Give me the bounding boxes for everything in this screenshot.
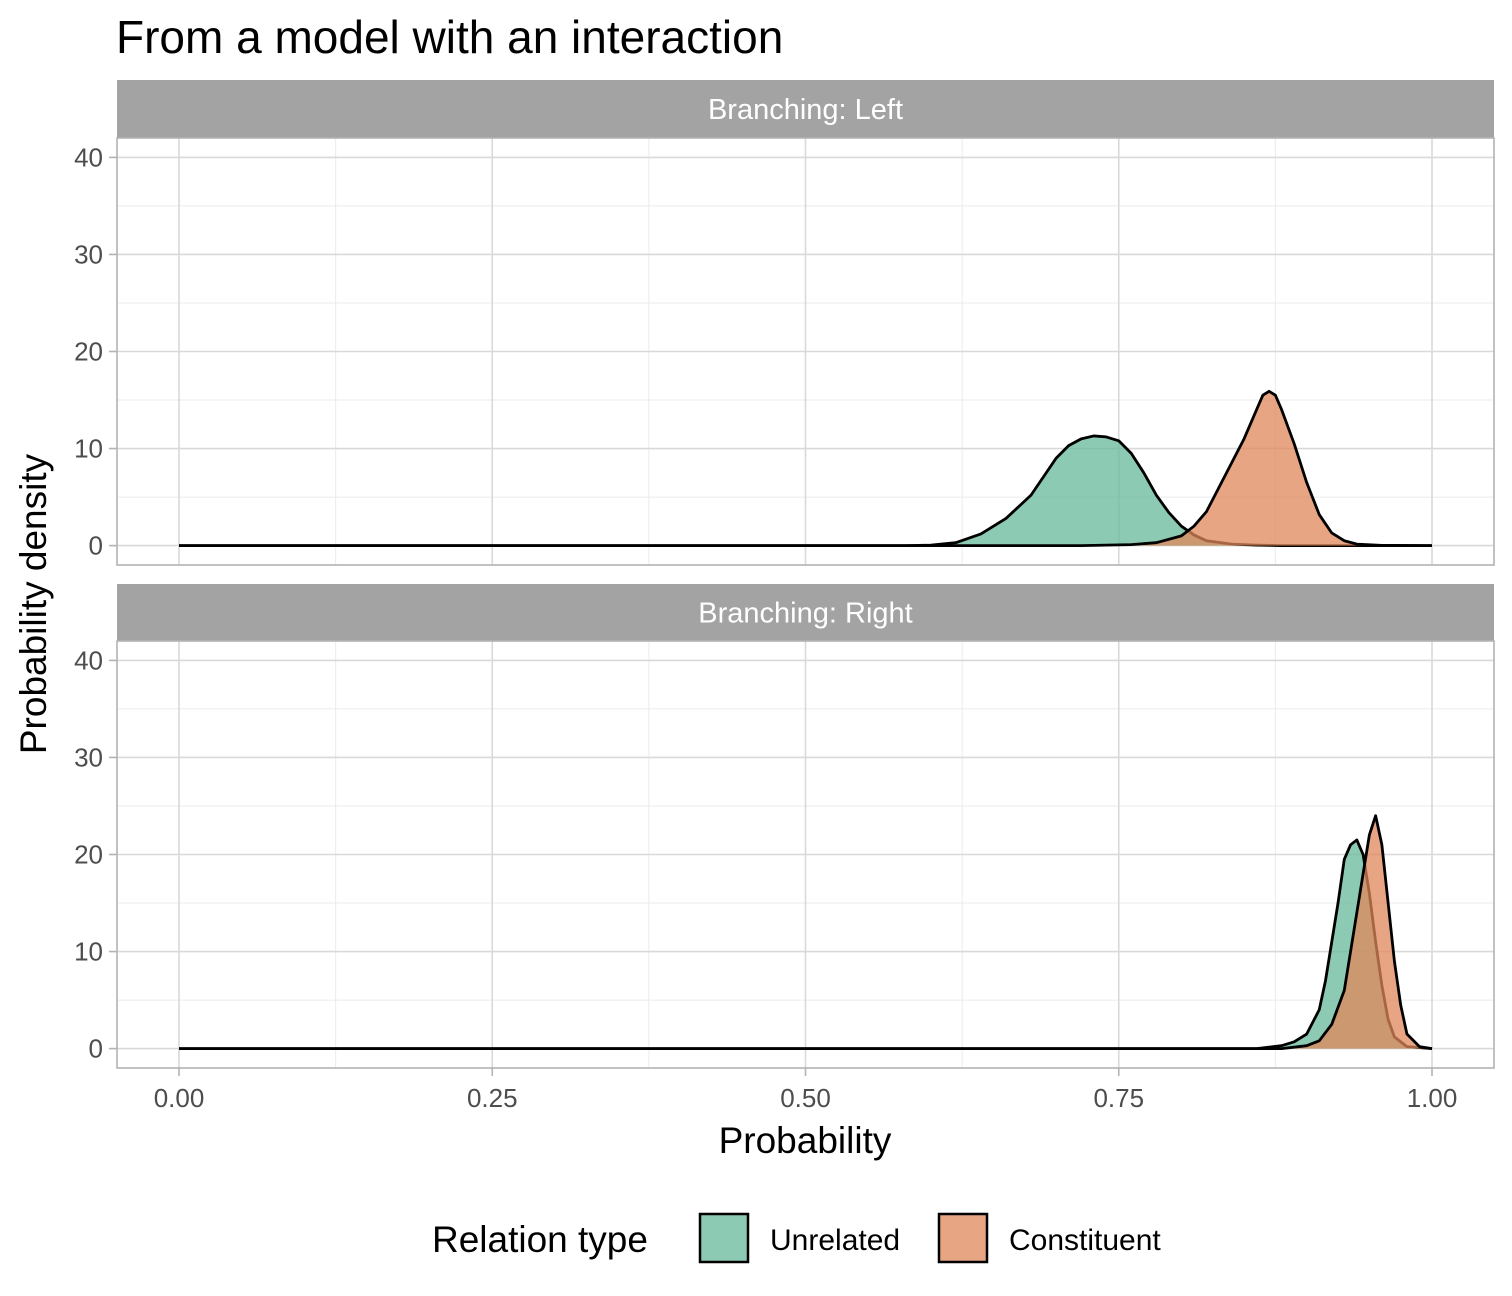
x-tick-label: 0.00 (154, 1083, 205, 1113)
panel-branching-right: Branching: Right 0 10 20 30 40 (74, 584, 1495, 1069)
x-tick-label: 0.25 (467, 1083, 518, 1113)
x-axis-ticks: 0.00 0.25 0.50 0.75 1.00 (154, 1068, 1458, 1113)
legend-title: Relation type (432, 1219, 648, 1260)
y-tick-label: 40 (74, 645, 103, 675)
y-tick-label: 10 (74, 937, 103, 967)
y-tick-label: 0 (89, 531, 103, 561)
y-tick-label: 40 (74, 142, 103, 172)
density-area-constituent (179, 391, 1432, 546)
grid (117, 138, 1494, 565)
facet-strip-label: Branching: Right (698, 598, 912, 630)
x-tick-label: 0.75 (1093, 1083, 1144, 1113)
y-tick-label: 20 (74, 337, 103, 367)
x-axis-title: Probability (719, 1120, 892, 1161)
density-line-constituent (179, 389, 1433, 547)
legend-label-constituent: Constituent (1009, 1224, 1161, 1257)
chart-title: From a model with an interaction (116, 11, 783, 63)
density-line-constituent (179, 814, 1433, 1050)
facet-strip (117, 584, 1494, 641)
y-tick-label: 30 (74, 742, 103, 772)
panel-branching-left: Branching: Left 0 10 20 30 40 (74, 80, 1495, 566)
grid (117, 641, 1494, 1068)
density-area-unrelated (179, 435, 1432, 546)
legend-key-unrelated (698, 1212, 750, 1264)
y-tick-label: 0 (89, 1034, 103, 1064)
y-tick-label: 10 (74, 434, 103, 464)
y-tick-label: 30 (74, 239, 103, 269)
facet-strip (117, 80, 1494, 138)
legend: Relation type Unrelated Constituent (432, 1212, 1161, 1264)
x-tick-label: 0.50 (780, 1083, 831, 1113)
y-axis-title: Probability density (13, 453, 54, 754)
facet-strip-label: Branching: Left (708, 94, 903, 126)
legend-label-unrelated: Unrelated (770, 1224, 900, 1257)
x-tick-label: 1.00 (1407, 1083, 1458, 1113)
legend-key-constituent (937, 1212, 989, 1264)
y-tick-label: 20 (74, 840, 103, 870)
